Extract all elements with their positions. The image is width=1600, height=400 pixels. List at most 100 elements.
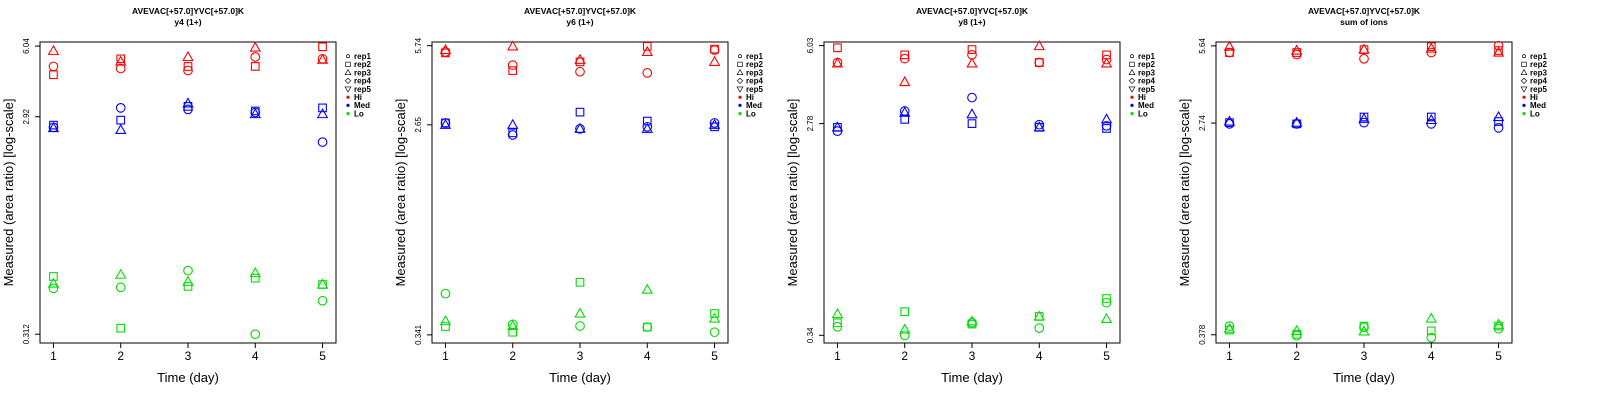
data-point-lo-rep3 [114,268,127,279]
data-point-hi-rep2 [967,45,977,54]
data-point-lo-rep2 [642,322,652,332]
data-point-lo-rep2 [49,272,58,281]
legend-label-hi: Hi [354,93,362,102]
chart-panel-2: AVEVAC[+57.0]YVC[+57.0]Ky6 (1+) 1 2 3 4 5 Time… [393,6,763,385]
data-point-med-rep1 [507,130,518,140]
data-point-med-rep1 [967,92,977,103]
y-tick-label: 2.65 [414,117,423,133]
data-point-lo-rep1 [642,322,653,332]
legend-symbol-rep3 [736,68,744,76]
x-tick-label: 2 [901,349,908,363]
legend-label-rep2: rep2 [1530,60,1547,69]
legend-label-lo: Lo [1138,109,1148,118]
chart-panel-1: AVEVAC[+57.0]YVC[+57.0]Ky4 (1+) 1 2 3 4 5 Time… [1,6,371,385]
data-point-hi-rep3 [1425,42,1438,53]
data-point-lo-rep1 [183,265,193,276]
y-tick-label: 6.03 [806,37,815,53]
legend-label-rep4: rep4 [1530,77,1547,86]
data-point-med-rep2 [1102,124,1111,133]
data-point-lo-rep3 [1100,312,1113,323]
data-point-hi-rep1 [1034,57,1045,68]
data-point-lo-rep3 [1033,310,1046,321]
legend-symbol-rep3 [344,68,352,76]
data-point-med-rep2 [967,119,977,128]
data-point-med-rep3 [249,108,262,119]
legend-symbol-rep2 [345,61,351,68]
data-point-lo-rep2 [183,282,193,291]
data-point-med-rep3 [1290,116,1303,127]
data-point-hi-rep3 [1290,44,1303,55]
chart-panel-3: AVEVAC[+57.0]YVC[+57.0]Ky8 (1+) 1 2 3 4 5 Time… [785,6,1155,385]
legend-dot-med [1522,103,1526,107]
x-tick-label: 4 [644,349,651,363]
data-point-lo-rep3 [47,277,60,288]
data-point-lo-rep2 [116,323,126,333]
x-axis-label: Time (day) [549,370,611,385]
chart-subtitle: sum of ions [1340,17,1388,27]
legend-dot-lo [738,112,742,116]
chart-title: AVEVAC[+57.0]YVC[+57.0]K [524,6,637,16]
chart-subtitle: y4 (1+) [174,17,201,27]
data-point-hi-rep1 [507,60,518,70]
data-point-hi-rep2 [710,44,719,54]
data-point-hi-rep3 [1492,46,1505,57]
legend-dot-hi [1522,95,1526,99]
data-point-lo-rep3 [506,319,519,331]
y-tick-label: 0.34 [806,327,815,343]
legend-dot-med [346,103,350,107]
data-point-med-rep3 [47,121,60,133]
legend-label-rep1: rep1 [1530,52,1547,61]
legend-symbol-rep2 [737,61,743,68]
x-tick-label: 2 [1293,349,1300,363]
data-point-lo-rep2 [833,318,842,328]
data-point-hi-rep3 [898,75,911,87]
data-point-hi-rep3 [316,53,329,64]
y-tick-label: 5.74 [414,37,423,53]
data-point-lo-rep3 [249,266,262,278]
data-point-hi-rep3 [439,43,452,55]
data-point-med-rep3 [182,97,194,108]
data-point-lo-rep2 [710,309,719,318]
data-point-lo-rep3 [898,323,911,334]
x-axis-label: Time (day) [157,370,219,385]
data-point-hi-rep3 [182,50,194,62]
data-point-med-rep3 [1223,115,1236,126]
legend-label-rep4: rep4 [354,77,371,86]
legend-symbol-rep4 [344,77,352,84]
x-tick-label: 1 [1226,349,1233,363]
data-point-med-rep3 [708,118,721,129]
data-point-lo-rep2 [508,327,518,337]
plot-frame [431,41,729,344]
legend-label-lo: Lo [1530,109,1540,118]
data-point-med-rep3 [641,122,654,133]
data-point-hi-rep3 [47,44,60,55]
data-point-lo-rep2 [575,277,585,287]
data-point-med-rep3 [1033,121,1046,132]
data-point-med-rep3 [316,108,329,119]
legend-label-rep5: rep5 [354,85,371,94]
data-point-hi-rep2 [183,62,193,71]
data-point-hi-rep1 [642,68,653,78]
data-point-lo-rep2 [250,273,260,283]
legend-label-rep2: rep2 [354,60,371,69]
x-tick-label: 4 [1428,349,1435,363]
data-point-med-rep2 [183,102,193,111]
data-point-hi-rep1 [575,66,585,77]
data-point-lo-rep3 [574,307,586,318]
data-point-lo-rep1 [709,327,720,338]
y-axis-label: Measured (area ratio) [log-scale] [1,99,16,287]
data-point-hi-rep1 [1493,40,1504,51]
chart-title: AVEVAC[+57.0]YVC[+57.0]K [916,6,1029,16]
legend-label-med: Med [746,101,762,110]
legend-symbol-rep1 [346,54,350,59]
y-axis-label: Measured (area ratio) [log-scale] [785,99,800,287]
data-point-med-rep3 [506,118,519,129]
data-point-hi-rep2 [49,70,58,80]
data-point-lo-rep2 [900,307,910,316]
x-tick-label: 1 [834,349,841,363]
data-point-lo-rep3 [708,312,721,323]
data-point-hi-rep1 [250,52,261,62]
legend-label-med: Med [1138,101,1154,110]
data-point-med-rep3 [114,123,127,134]
data-point-med-rep1 [317,137,328,147]
